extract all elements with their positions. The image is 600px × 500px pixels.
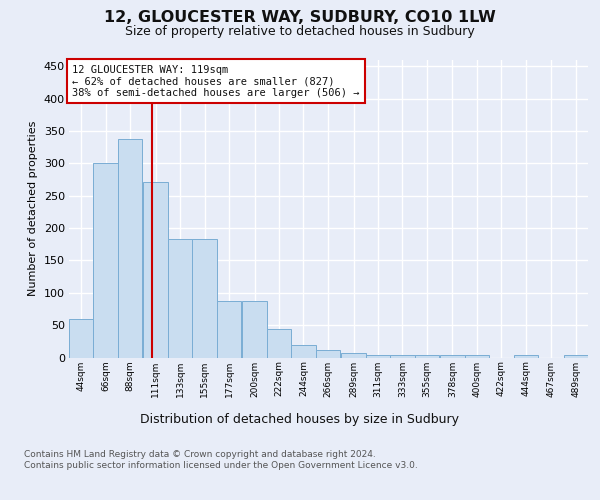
Bar: [464, 355, 489, 358]
Bar: [390, 355, 415, 358]
Text: Contains public sector information licensed under the Open Government Licence v3: Contains public sector information licen…: [24, 461, 418, 470]
Bar: [168, 239, 193, 358]
Bar: [366, 355, 390, 358]
Bar: [69, 318, 94, 358]
Bar: [514, 355, 538, 358]
Bar: [118, 139, 142, 358]
Bar: [242, 301, 267, 358]
Y-axis label: Number of detached properties: Number of detached properties: [28, 121, 38, 296]
Bar: [440, 355, 464, 358]
Bar: [341, 353, 366, 358]
Bar: [193, 239, 217, 358]
Text: Size of property relative to detached houses in Sudbury: Size of property relative to detached ho…: [125, 25, 475, 38]
Bar: [415, 355, 439, 358]
Bar: [94, 164, 118, 358]
Text: 12 GLOUCESTER WAY: 119sqm
← 62% of detached houses are smaller (827)
38% of semi: 12 GLOUCESTER WAY: 119sqm ← 62% of detac…: [73, 64, 360, 98]
Text: Contains HM Land Registry data © Crown copyright and database right 2024.: Contains HM Land Registry data © Crown c…: [24, 450, 376, 459]
Bar: [316, 350, 340, 358]
Text: 12, GLOUCESTER WAY, SUDBURY, CO10 1LW: 12, GLOUCESTER WAY, SUDBURY, CO10 1LW: [104, 10, 496, 25]
Bar: [563, 355, 588, 358]
Bar: [143, 182, 168, 358]
Bar: [267, 329, 291, 358]
Text: Distribution of detached houses by size in Sudbury: Distribution of detached houses by size …: [140, 412, 460, 426]
Bar: [291, 344, 316, 358]
Bar: [217, 301, 241, 358]
